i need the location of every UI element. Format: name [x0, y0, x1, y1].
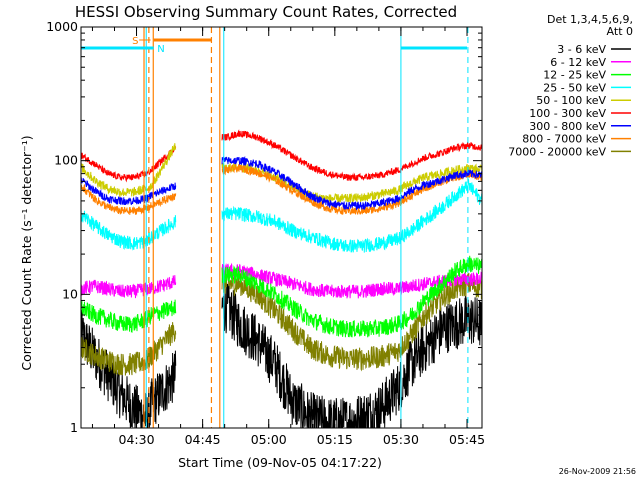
series-line-0 — [81, 282, 482, 428]
series-line-3 — [81, 179, 482, 253]
legend-label-4: 50 - 100 keV — [536, 94, 606, 107]
x-tick-label-4: 05:30 — [383, 432, 419, 447]
legend-label-5: 100 - 300 keV — [529, 107, 606, 120]
cyan-bar-label: N — [157, 44, 164, 55]
y-tick-label-0: 1 — [70, 420, 78, 435]
x-tick-label-1: 04:45 — [185, 432, 221, 447]
legend-label-3: 25 - 50 keV — [543, 81, 606, 94]
legend-label-2: 12 - 25 keV — [543, 69, 606, 82]
y-tick-label-1: 10 — [62, 286, 78, 301]
x-tick-label-3: 05:15 — [317, 432, 353, 447]
legend-header-0: Det 1,3,4,5,6,9, — [547, 13, 633, 26]
y-axis-label: Corrected Count Rate (s⁻¹ detector⁻¹) — [19, 135, 34, 370]
legend-label-1: 6 - 12 keV — [550, 56, 606, 69]
annotations: SN — [81, 27, 469, 428]
x-axis-label: Start Time (09-Nov-05 04:17:22) — [178, 455, 382, 470]
series-line-6 — [81, 155, 482, 211]
x-tick-label-5: 05:45 — [449, 432, 485, 447]
series-line-5 — [81, 129, 482, 183]
chart-title: HESSI Observing Summary Count Rates, Cor… — [75, 3, 457, 21]
timestamp: 26-Nov-2009 21:56 — [559, 467, 636, 476]
legend-label-8: 7000 - 20000 keV — [508, 145, 606, 158]
plot-area — [81, 129, 482, 428]
legend-header-1: Att 0 — [607, 25, 633, 38]
y-tick-label-2: 100 — [54, 153, 78, 168]
legend-label-6: 300 - 800 keV — [529, 120, 606, 133]
legend-label-0: 3 - 6 keV — [557, 43, 606, 56]
x-tick-label-2: 05:00 — [251, 432, 287, 447]
series-line-2 — [81, 255, 482, 338]
y-tick-label-3: 1000 — [46, 19, 78, 34]
x-tick-label-0: 04:30 — [119, 432, 155, 447]
axes: 04:30 04:45 05:00 05:15 05:30 05:45 1 10 100 1000 — [46, 19, 485, 447]
legend-label-7: 800 - 7000 keV — [522, 133, 606, 146]
orange-bar-label: S — [132, 36, 138, 47]
plot-frame — [80, 26, 483, 429]
